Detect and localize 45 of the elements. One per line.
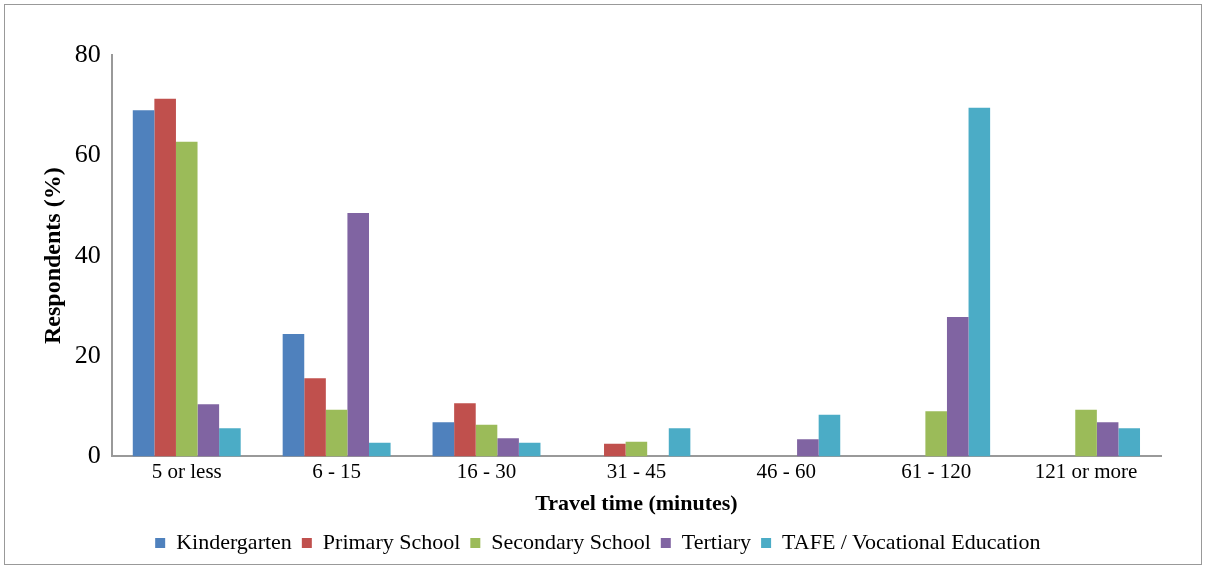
x-tick-label: 61 - 120 bbox=[901, 458, 972, 483]
bar bbox=[1096, 422, 1119, 457]
bar bbox=[1118, 428, 1141, 457]
bar bbox=[518, 442, 541, 457]
y-tick-label: 60 bbox=[74, 139, 101, 169]
bar bbox=[625, 441, 648, 457]
bar bbox=[432, 422, 455, 457]
legend-label: Kindergarten bbox=[176, 528, 292, 554]
bar bbox=[454, 403, 476, 457]
bar bbox=[347, 213, 369, 457]
bar bbox=[797, 439, 819, 457]
bar bbox=[197, 404, 220, 457]
legend-label: Tertiary bbox=[681, 528, 752, 554]
bar bbox=[604, 443, 626, 457]
bar bbox=[497, 438, 519, 457]
bar bbox=[219, 428, 241, 457]
y-axis-title: Respondents (%) bbox=[38, 167, 65, 345]
bar bbox=[175, 141, 198, 457]
x-tick-label: 46 - 60 bbox=[756, 458, 817, 483]
bar bbox=[668, 428, 691, 457]
y-tick-label: 80 bbox=[74, 38, 101, 68]
y-tick-label: 40 bbox=[74, 239, 101, 269]
y-tick-label: 20 bbox=[74, 339, 101, 369]
y-tick-label: 0 bbox=[87, 440, 101, 470]
bar bbox=[304, 378, 326, 457]
x-tick-label: 121 or more bbox=[1034, 458, 1138, 483]
x-tick-label: 5 or less bbox=[151, 458, 222, 483]
bar bbox=[475, 424, 498, 457]
bar bbox=[282, 333, 305, 457]
legend-label: Primary School bbox=[322, 528, 461, 554]
x-tick-label: 16 - 30 bbox=[456, 458, 517, 483]
bar bbox=[1075, 409, 1097, 457]
x-axis-title: Travel time (minutes) bbox=[535, 490, 738, 516]
bar bbox=[946, 316, 969, 457]
x-tick-label: 6 - 15 bbox=[312, 458, 362, 483]
bar bbox=[968, 107, 991, 457]
legend-label: Secondary School bbox=[491, 528, 651, 554]
bar bbox=[925, 411, 947, 457]
legend-label: TAFE / Vocational Education bbox=[782, 528, 1041, 554]
bar bbox=[818, 414, 841, 457]
bar bbox=[325, 409, 348, 457]
bar bbox=[154, 98, 176, 457]
bar bbox=[132, 110, 155, 457]
bar bbox=[369, 442, 391, 457]
x-tick-label: 31 - 45 bbox=[606, 458, 667, 483]
